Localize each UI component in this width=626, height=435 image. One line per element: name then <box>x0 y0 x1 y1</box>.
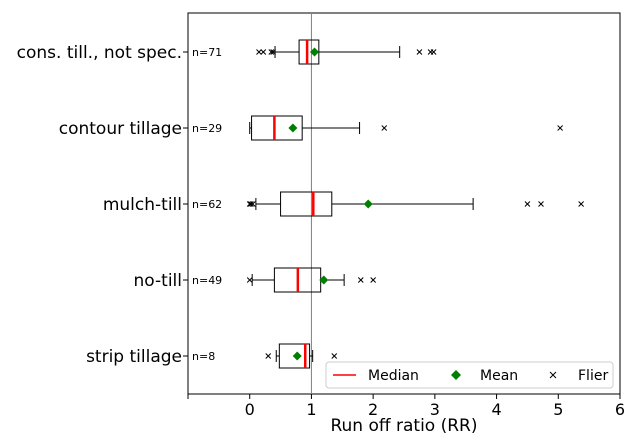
flier-stroke <box>557 125 563 131</box>
flier-stroke <box>357 277 364 283</box>
box-group: n=29 <box>192 115 563 141</box>
n-annotation: n=8 <box>192 350 215 363</box>
flier-marker <box>256 49 262 55</box>
flier-stroke <box>381 125 388 131</box>
n-annotation: n=49 <box>192 274 222 287</box>
box-group: n=62 <box>192 191 584 217</box>
box-group: n=49 <box>192 267 376 293</box>
n-annotation: n=62 <box>192 198 222 211</box>
x-tick-label: 4 <box>491 400 501 419</box>
legend-flier-marker <box>549 371 557 379</box>
flier-stroke <box>268 49 275 55</box>
flier-stroke <box>260 49 267 55</box>
flier-stroke <box>249 201 256 207</box>
flier-marker <box>538 201 544 207</box>
x-tick-label: 6 <box>615 400 625 419</box>
legend-mean-label: Mean <box>480 368 518 384</box>
x-tick-label: 1 <box>306 400 316 419</box>
flier-marker <box>557 125 563 131</box>
box <box>278 343 311 369</box>
legend-box <box>325 361 614 389</box>
flier-marker <box>260 49 267 55</box>
flier-stroke <box>270 49 277 55</box>
flier-marker <box>249 201 256 207</box>
mean-marker <box>363 199 373 209</box>
category-label: mulch-till <box>103 195 182 215</box>
flier-marker <box>381 125 388 131</box>
flier-stroke <box>370 277 376 283</box>
legend: Median Mean Flier <box>325 361 614 389</box>
box <box>280 191 333 217</box>
n-annotation: n=29 <box>192 122 222 135</box>
x-tick-label: 2 <box>368 400 378 419</box>
flier-stroke <box>265 353 272 359</box>
legend-mean-marker <box>451 370 461 380</box>
category-labels: cons. till., not spec. contour tillage mul… <box>17 43 188 367</box>
flier-stroke <box>331 353 338 359</box>
flier-marker <box>248 201 254 207</box>
category-label: no-till <box>134 271 182 291</box>
x-tick-label: 0 <box>245 400 255 419</box>
category-label: contour tillage <box>59 119 182 139</box>
flier-stroke <box>524 201 531 207</box>
x-tick-label: 3 <box>430 400 440 419</box>
mean-marker <box>319 275 329 285</box>
flier-stroke <box>256 49 262 55</box>
flier-marker <box>578 201 584 207</box>
box-group: n=8 <box>192 343 338 369</box>
legend-median-label: Median <box>368 368 419 384</box>
mean-marker <box>310 47 320 57</box>
flier-stroke <box>416 49 423 55</box>
flier-stroke <box>246 277 253 283</box>
legend-flier-label: Flier <box>578 368 608 384</box>
flier-marker <box>331 353 338 359</box>
flier-stroke <box>248 201 254 207</box>
flier-marker <box>416 49 423 55</box>
flier-stroke <box>578 201 584 207</box>
flier-marker <box>265 353 272 359</box>
box <box>251 115 303 141</box>
boxes-layer: n=71 n=29 n=62 n=49 n=8 <box>192 39 584 369</box>
x-axis: 0 1 2 3 4 5 6 <box>187 394 625 419</box>
x-axis-label: Run off ratio (RR) <box>330 416 477 435</box>
x-tick-label: 5 <box>553 400 563 419</box>
flier-marker <box>524 201 531 207</box>
flier-marker <box>246 277 253 283</box>
flier-marker <box>430 49 437 55</box>
box-group: n=71 <box>192 39 437 65</box>
flier-stroke <box>538 201 544 207</box>
category-label: strip tillage <box>86 347 182 367</box>
flier-marker <box>370 277 376 283</box>
flier-marker <box>268 49 275 55</box>
category-label: cons. till., not spec. <box>17 43 182 63</box>
n-annotation: n=71 <box>192 46 222 59</box>
mean-marker <box>292 351 302 361</box>
flier-stroke <box>430 49 437 55</box>
flier-marker <box>357 277 364 283</box>
flier-marker <box>270 49 277 55</box>
mean-marker <box>288 123 298 133</box>
